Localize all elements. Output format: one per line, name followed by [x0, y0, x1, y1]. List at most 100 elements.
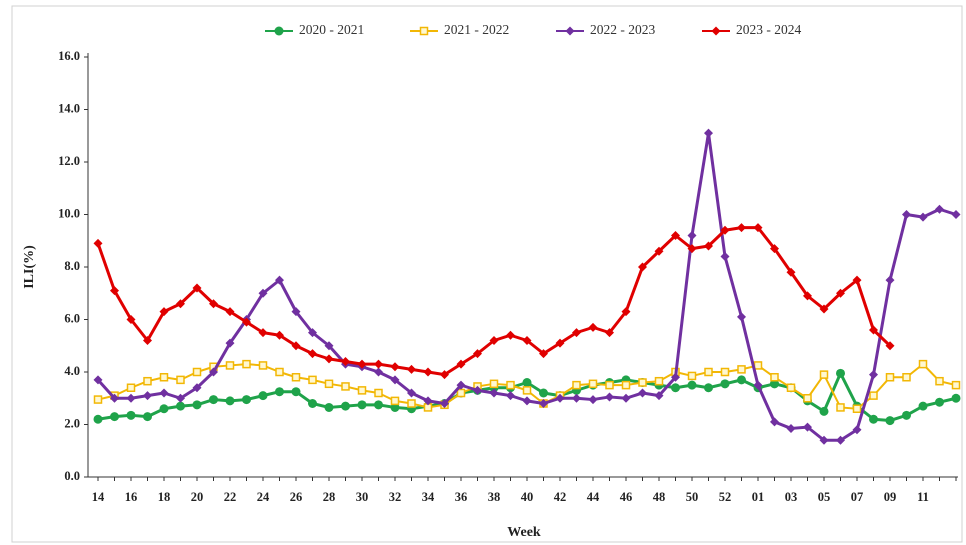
data-point	[819, 370, 829, 379]
data-point	[143, 412, 152, 422]
data-point	[126, 315, 136, 324]
data-point	[275, 275, 284, 285]
data-point	[110, 286, 119, 296]
data-point	[93, 238, 103, 248]
data-point	[638, 388, 647, 398]
data-point	[209, 299, 218, 309]
data-point	[885, 373, 895, 382]
data-point	[176, 401, 185, 411]
data-point	[588, 322, 598, 332]
legend-label: 2023 - 2024	[736, 22, 801, 37]
data-point	[225, 307, 235, 317]
data-point	[770, 373, 779, 382]
data-point	[489, 336, 499, 345]
x-tick-label: 46	[620, 490, 633, 504]
data-point	[605, 328, 614, 338]
x-tick-label: 05	[818, 490, 831, 504]
data-point	[242, 317, 251, 327]
x-tick-label: 50	[686, 490, 699, 504]
y-tick-label: 0.0	[64, 469, 80, 483]
data-point	[720, 225, 730, 235]
data-point	[357, 400, 367, 410]
data-point	[242, 359, 251, 369]
legend-marker	[711, 26, 721, 36]
legend-marker	[274, 26, 284, 36]
data-point	[275, 330, 284, 340]
data-point	[671, 231, 680, 240]
data-point	[720, 379, 730, 389]
data-point	[506, 391, 515, 401]
x-tick-label: 14	[92, 490, 105, 504]
x-tick-label: 20	[191, 490, 204, 504]
data-point	[374, 367, 383, 377]
x-tick-label: 11	[917, 490, 929, 504]
data-point	[374, 359, 383, 369]
data-point	[506, 330, 515, 340]
data-point	[869, 391, 878, 400]
data-point	[176, 375, 185, 385]
legend-label: 2022 - 2023	[590, 22, 655, 37]
data-point	[192, 383, 202, 393]
data-point	[621, 380, 631, 390]
data-point	[588, 379, 598, 389]
x-tick-label: 28	[323, 490, 336, 504]
legend-label: 2021 - 2022	[444, 22, 509, 37]
data-point	[572, 328, 581, 338]
data-point	[126, 410, 136, 420]
data-point	[687, 371, 697, 381]
x-tick-label: 38	[488, 490, 501, 504]
data-point	[918, 212, 928, 222]
data-point	[737, 223, 746, 233]
data-point	[390, 375, 400, 385]
x-tick-label: 48	[653, 490, 666, 504]
x-tick-label: 18	[158, 490, 171, 504]
data-point	[654, 376, 664, 386]
data-point	[143, 336, 152, 345]
series	[93, 128, 961, 445]
data-point	[819, 406, 829, 416]
x-tick-label: 40	[521, 490, 534, 504]
data-point	[374, 388, 383, 398]
data-point	[836, 403, 845, 412]
x-tick-label: 36	[455, 490, 468, 504]
data-point	[869, 414, 878, 424]
data-point	[819, 304, 829, 314]
data-point	[192, 283, 202, 293]
data-point	[308, 399, 317, 408]
data-point	[308, 328, 317, 338]
data-point	[143, 391, 152, 401]
data-point	[951, 210, 961, 219]
data-point	[489, 379, 499, 389]
data-point	[638, 262, 647, 272]
data-point	[93, 375, 103, 385]
data-point	[291, 373, 301, 382]
data-point	[803, 291, 812, 301]
data-point	[522, 386, 532, 395]
x-tick-label: 03	[785, 490, 798, 504]
data-point	[786, 267, 796, 277]
data-point	[902, 210, 911, 219]
x-tick-label: 09	[884, 490, 897, 504]
y-tick-label: 6.0	[64, 311, 80, 325]
data-point	[522, 378, 532, 387]
data-point	[819, 435, 829, 445]
data-point	[737, 375, 746, 385]
data-point	[572, 393, 581, 403]
data-point	[258, 328, 268, 338]
data-point	[621, 393, 631, 403]
data-point	[390, 396, 400, 406]
data-point	[176, 393, 185, 403]
data-point	[753, 380, 763, 390]
data-point	[753, 223, 763, 233]
data-point	[720, 367, 730, 377]
data-point	[951, 393, 961, 403]
data-point	[324, 402, 334, 412]
data-point	[671, 372, 680, 382]
data-point	[704, 241, 713, 251]
y-tick-label: 14.0	[58, 101, 80, 115]
data-point	[308, 349, 317, 359]
y-tick-label: 16.0	[58, 49, 80, 63]
data-point	[225, 361, 235, 370]
data-point	[836, 435, 845, 445]
